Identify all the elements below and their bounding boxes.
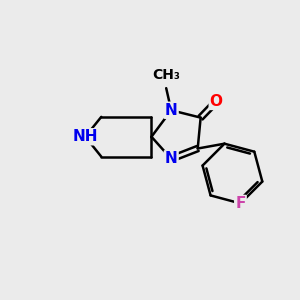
Text: N: N — [165, 103, 178, 118]
Text: F: F — [235, 196, 246, 211]
Text: N: N — [165, 151, 178, 166]
Text: CH₃: CH₃ — [152, 68, 180, 82]
Text: NH: NH — [73, 129, 98, 144]
Text: O: O — [210, 94, 223, 109]
